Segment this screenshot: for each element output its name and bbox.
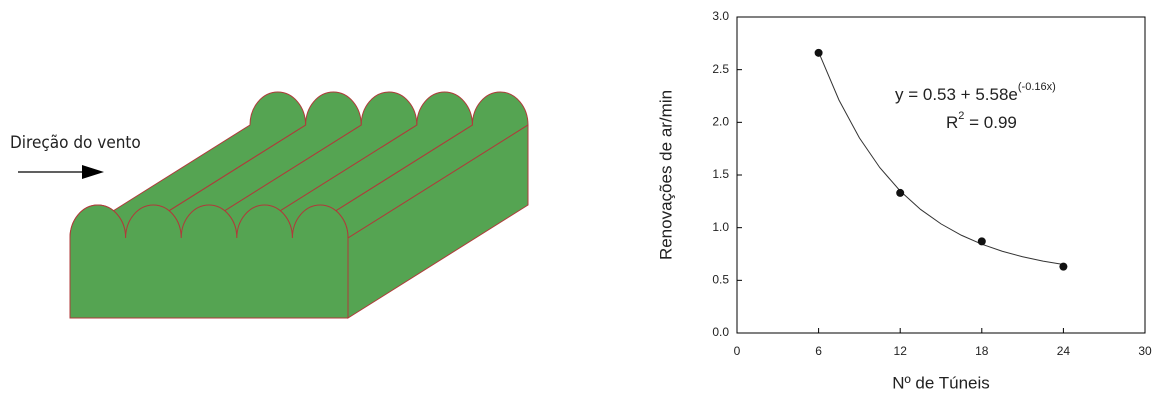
data-point [1059, 262, 1068, 271]
tunnel-illustration [69, 91, 529, 319]
x-tick-label: 12 [894, 344, 908, 358]
x-tick-label: 30 [1138, 344, 1152, 358]
data-point [977, 237, 986, 246]
y-tick-label: 2.5 [712, 62, 729, 76]
y-tick-label: 2.0 [712, 115, 729, 129]
equation-main: y = 0.53 + 5.58e [895, 85, 1018, 104]
x-axis-title: Nº de Túneis [892, 373, 990, 392]
equation: y = 0.53 + 5.58e(-0.16x) [895, 81, 1056, 105]
r-squared-value: = 0.99 [964, 113, 1016, 132]
r-squared-symbol: R [946, 113, 958, 132]
equation-exponent: (-0.16x) [1018, 81, 1056, 93]
y-tick-label: 3.0 [712, 9, 729, 23]
data-point [896, 188, 905, 197]
y-tick-label: 1.0 [712, 220, 729, 234]
y-tick-label: 0.5 [712, 273, 729, 287]
data-point [814, 48, 823, 57]
front-face [69, 204, 349, 319]
r-squared: R2 = 0.99 [946, 110, 1017, 133]
wind-arrow-head [82, 165, 104, 179]
x-tick-label: 18 [975, 344, 989, 358]
x-tick-label: 24 [1057, 344, 1071, 358]
y-axis-title: Renovações de ar/min [656, 90, 675, 260]
r-squared-exponent: 2 [958, 110, 964, 122]
fit-curve [818, 51, 1064, 266]
y-tick-label: 0.0 [712, 325, 729, 339]
x-tick-label: 0 [734, 344, 741, 358]
plot-frame [736, 16, 1146, 334]
x-tick-label: 6 [815, 344, 822, 358]
y-tick-label: 1.5 [712, 167, 729, 181]
wind-label: Direção do vento [10, 133, 141, 153]
